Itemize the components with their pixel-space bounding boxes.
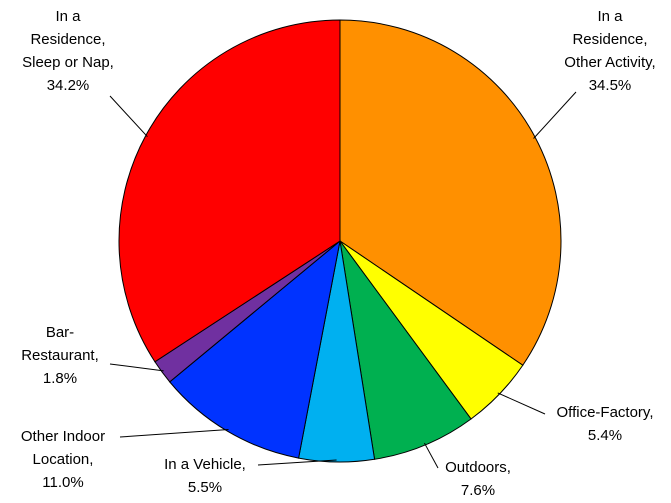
leader-line xyxy=(497,392,546,415)
slice-label: Office-Factory, xyxy=(557,404,654,421)
slice-label: Bar- xyxy=(46,324,74,341)
value-label: 1.8% xyxy=(43,370,77,387)
slice-label: Sleep or Nap, xyxy=(22,54,114,71)
leader-line xyxy=(424,442,439,469)
slice-label: Other Indoor xyxy=(21,428,105,445)
value-label: 5.5% xyxy=(188,479,222,496)
slice-label: Location, xyxy=(33,451,94,468)
slice-label: In a xyxy=(597,8,623,25)
slice-label: Residence, xyxy=(572,31,647,48)
leader-line xyxy=(119,429,229,438)
slice-label: Outdoors, xyxy=(445,459,511,476)
pie-slice xyxy=(118,19,341,363)
value-label: 5.4% xyxy=(588,427,622,444)
value-label: 7.6% xyxy=(461,482,495,498)
value-label: 34.2% xyxy=(47,77,90,94)
leader-line xyxy=(257,459,337,466)
value-label: 34.5% xyxy=(589,77,632,94)
slice-label: In a Vehicle, xyxy=(164,456,246,473)
slice-label: Other Activity, xyxy=(564,54,655,71)
slice-label: Restaurant, xyxy=(21,347,99,364)
leader-line xyxy=(109,363,164,372)
slice-label: In a xyxy=(55,8,81,25)
leader-line xyxy=(533,91,577,139)
slice-label: Residence, xyxy=(30,31,105,48)
value-label: 11.0% xyxy=(42,474,83,491)
pie-slice xyxy=(169,239,341,459)
pie-slice xyxy=(339,19,562,366)
leader-line xyxy=(109,95,148,138)
